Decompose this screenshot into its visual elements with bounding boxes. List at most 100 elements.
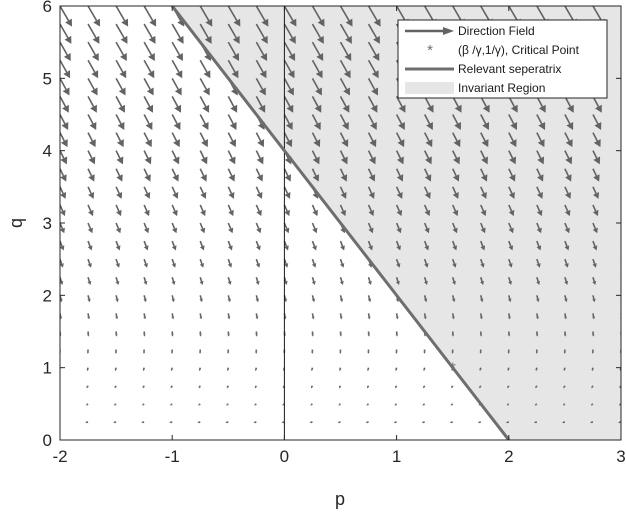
direction-arrow xyxy=(338,421,341,423)
direction-arrow xyxy=(256,295,259,302)
direction-arrow xyxy=(143,295,146,302)
direction-arrow xyxy=(198,403,200,405)
direction-arrow xyxy=(284,205,290,216)
direction-arrow xyxy=(88,115,96,130)
direction-arrow xyxy=(284,169,291,182)
direction-arrow xyxy=(340,277,344,285)
direction-arrow xyxy=(143,368,145,371)
direction-arrow xyxy=(144,241,149,250)
direction-arrow xyxy=(312,295,315,302)
direction-arrow xyxy=(144,223,149,233)
legend-label: (β /γ,1/γ), Critical Point xyxy=(458,43,580,57)
x-axis-label: p xyxy=(335,489,345,509)
direction-arrow xyxy=(144,96,153,112)
direction-arrow xyxy=(339,368,341,371)
direction-arrow xyxy=(621,24,626,44)
direction-arrow xyxy=(422,421,425,423)
legend-label: Relevant seperatrix xyxy=(458,62,561,76)
direction-arrow xyxy=(144,6,156,27)
direction-arrow xyxy=(199,386,201,389)
direction-arrow xyxy=(228,241,233,250)
direction-arrow xyxy=(312,223,317,233)
x-tick-label: 0 xyxy=(280,447,289,466)
direction-arrow xyxy=(115,295,118,302)
direction-arrow xyxy=(143,313,146,319)
direction-arrow xyxy=(88,24,99,44)
direction-arrow xyxy=(88,60,98,78)
direction-arrow xyxy=(256,241,261,250)
direction-arrow xyxy=(172,133,180,148)
direction-arrow xyxy=(312,205,318,216)
direction-arrow xyxy=(311,386,313,389)
direction-arrow xyxy=(88,42,99,61)
direction-arrow xyxy=(87,386,89,389)
direction-arrow xyxy=(116,96,125,112)
direction-arrow xyxy=(172,205,178,216)
direction-arrow xyxy=(312,241,317,250)
direction-arrow xyxy=(339,350,341,354)
direction-arrow xyxy=(116,6,128,27)
direction-arrow xyxy=(172,60,182,78)
x-tick-label: 1 xyxy=(392,447,401,466)
direction-arrow xyxy=(143,386,145,389)
direction-arrow xyxy=(423,386,425,389)
direction-arrow xyxy=(144,78,153,95)
direction-arrow xyxy=(200,277,204,285)
direction-arrow xyxy=(199,350,201,354)
direction-arrow xyxy=(88,78,97,95)
direction-arrow xyxy=(144,60,154,78)
direction-arrow xyxy=(395,368,397,371)
direction-arrow xyxy=(394,403,396,405)
direction-arrow xyxy=(115,277,119,285)
direction-arrow xyxy=(256,259,260,268)
direction-arrow xyxy=(228,133,236,148)
direction-arrow xyxy=(88,133,96,148)
direction-arrow xyxy=(312,313,315,319)
direction-arrow xyxy=(394,421,397,423)
direction-arrow xyxy=(172,223,177,233)
direction-arrow xyxy=(367,368,369,371)
direction-arrow xyxy=(87,368,89,371)
direction-arrow xyxy=(311,368,313,371)
direction-arrow xyxy=(368,277,372,285)
x-tick-label: 2 xyxy=(504,447,513,466)
x-tick-label: -2 xyxy=(52,447,67,466)
direction-arrow xyxy=(423,350,425,354)
direction-arrow xyxy=(621,6,626,27)
direction-arrow xyxy=(312,277,316,285)
direction-arrow xyxy=(200,205,206,216)
direction-arrow xyxy=(88,205,94,216)
direction-arrow xyxy=(172,115,180,130)
direction-arrow xyxy=(144,205,150,216)
direction-arrow xyxy=(88,259,92,268)
direction-arrow xyxy=(256,277,260,285)
direction-arrow xyxy=(60,151,67,165)
x-tick-label: -1 xyxy=(165,447,180,466)
direction-arrow xyxy=(116,187,122,199)
direction-arrow xyxy=(227,368,229,371)
direction-arrow xyxy=(116,42,127,61)
legend: Direction Field * (β /γ,1/γ), Critical P… xyxy=(398,20,607,98)
direction-arrow xyxy=(367,386,369,389)
direction-arrow xyxy=(60,205,66,216)
direction-arrow xyxy=(87,295,90,302)
direction-arrow xyxy=(172,187,178,199)
direction-arrow xyxy=(200,187,206,199)
direction-arrow xyxy=(254,421,257,423)
direction-arrow xyxy=(144,151,151,165)
direction-arrow xyxy=(60,115,68,130)
direction-arrow xyxy=(115,332,118,337)
direction-arrow xyxy=(144,24,155,44)
direction-arrow xyxy=(171,386,173,389)
direction-arrow xyxy=(87,277,91,285)
direction-arrow xyxy=(171,368,173,371)
direction-arrow xyxy=(621,42,626,61)
direction-arrow xyxy=(116,60,126,78)
direction-arrow xyxy=(621,205,626,216)
direction-arrow xyxy=(200,96,209,112)
direction-arrow xyxy=(116,151,123,165)
direction-arrow xyxy=(60,187,66,199)
y-tick-label: 5 xyxy=(43,69,52,88)
